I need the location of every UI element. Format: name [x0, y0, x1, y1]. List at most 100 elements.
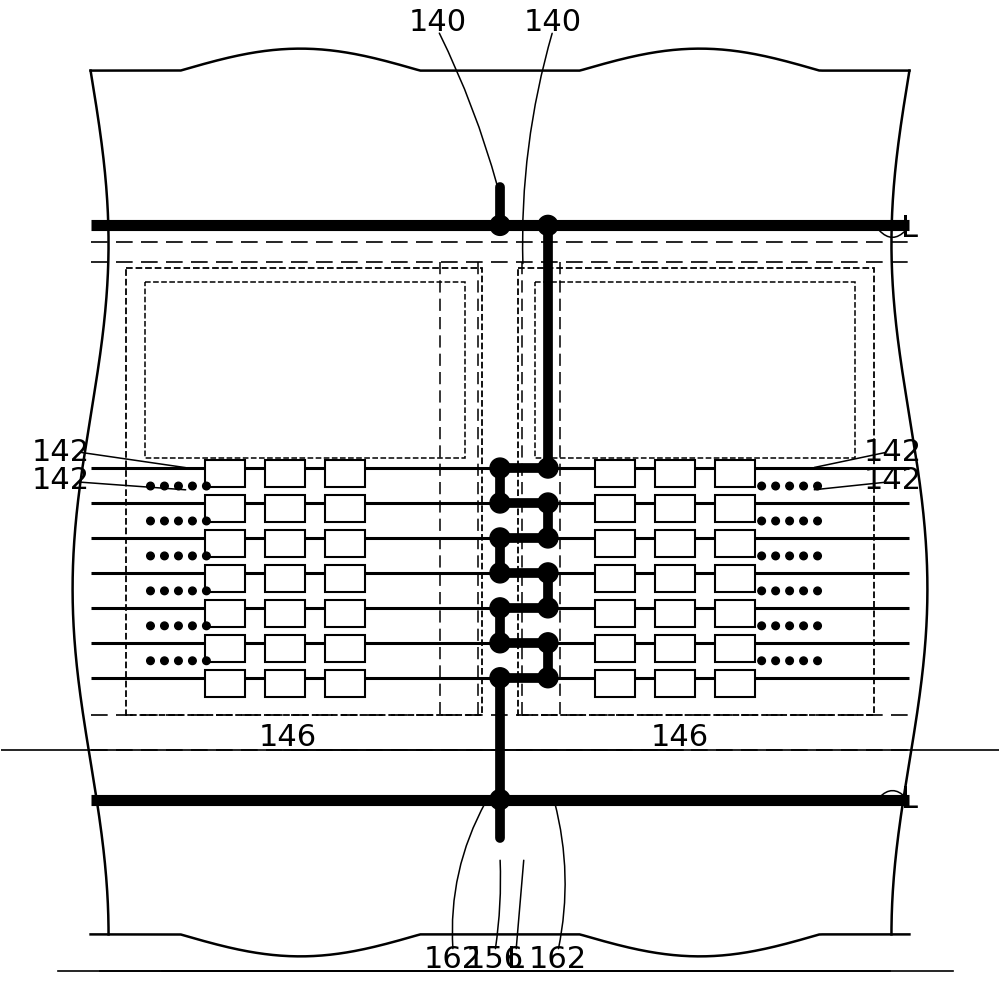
Bar	[265, 530, 305, 557]
Circle shape	[814, 517, 821, 525]
Circle shape	[538, 215, 558, 235]
Circle shape	[161, 517, 168, 525]
Bar	[595, 670, 635, 697]
Text: 142: 142	[863, 466, 922, 495]
Circle shape	[786, 552, 793, 560]
Bar	[265, 635, 305, 662]
Circle shape	[161, 622, 168, 630]
Circle shape	[758, 517, 765, 525]
Circle shape	[772, 587, 779, 595]
Circle shape	[490, 668, 510, 688]
Text: L: L	[901, 785, 918, 814]
Bar	[205, 530, 245, 557]
Circle shape	[161, 587, 168, 595]
Circle shape	[772, 552, 779, 560]
Circle shape	[490, 598, 510, 618]
Bar	[265, 565, 305, 592]
Bar	[265, 495, 305, 522]
Bar	[715, 495, 755, 522]
Circle shape	[175, 552, 182, 560]
Bar	[325, 600, 365, 627]
Text: 142: 142	[863, 438, 922, 467]
Bar	[655, 670, 695, 697]
Circle shape	[758, 552, 765, 560]
Circle shape	[538, 528, 558, 548]
Text: 162: 162	[424, 945, 482, 974]
Circle shape	[161, 552, 168, 560]
Circle shape	[538, 563, 558, 583]
Circle shape	[758, 657, 765, 665]
Text: 140: 140	[409, 8, 467, 37]
Circle shape	[758, 482, 765, 490]
Bar	[205, 635, 245, 662]
Bar	[325, 495, 365, 522]
Circle shape	[175, 482, 182, 490]
Bar	[655, 635, 695, 662]
Circle shape	[175, 657, 182, 665]
Bar	[655, 495, 695, 522]
Circle shape	[490, 790, 510, 810]
Bar	[655, 460, 695, 487]
Circle shape	[189, 552, 196, 560]
Circle shape	[786, 657, 793, 665]
Circle shape	[538, 668, 558, 688]
Circle shape	[189, 622, 196, 630]
Circle shape	[490, 493, 510, 513]
Circle shape	[814, 482, 821, 490]
Circle shape	[203, 552, 210, 560]
Circle shape	[161, 482, 168, 490]
Bar	[205, 670, 245, 697]
Bar	[325, 460, 365, 487]
Text: 156: 156	[466, 945, 524, 974]
Circle shape	[772, 657, 779, 665]
Bar	[715, 635, 755, 662]
Text: 140: 140	[524, 8, 582, 37]
Text: 146: 146	[258, 723, 316, 752]
Circle shape	[189, 657, 196, 665]
Circle shape	[538, 458, 558, 478]
Circle shape	[490, 528, 510, 548]
Bar	[205, 495, 245, 522]
Bar	[595, 565, 635, 592]
Text: 142: 142	[32, 466, 90, 495]
Bar	[715, 565, 755, 592]
Bar	[715, 600, 755, 627]
Bar	[265, 670, 305, 697]
Circle shape	[189, 482, 196, 490]
Circle shape	[814, 552, 821, 560]
Circle shape	[800, 622, 807, 630]
Circle shape	[490, 215, 510, 235]
Circle shape	[800, 552, 807, 560]
Circle shape	[538, 598, 558, 618]
Circle shape	[800, 517, 807, 525]
Circle shape	[758, 587, 765, 595]
Text: L: L	[507, 945, 524, 974]
Bar	[595, 635, 635, 662]
Circle shape	[814, 657, 821, 665]
Circle shape	[189, 517, 196, 525]
Bar	[595, 460, 635, 487]
Bar	[205, 600, 245, 627]
Bar	[205, 460, 245, 487]
Bar	[715, 670, 755, 697]
Bar	[265, 460, 305, 487]
Circle shape	[490, 563, 510, 583]
Circle shape	[203, 482, 210, 490]
Circle shape	[490, 633, 510, 653]
Circle shape	[161, 657, 168, 665]
Bar	[655, 565, 695, 592]
Circle shape	[786, 587, 793, 595]
Circle shape	[800, 482, 807, 490]
Text: L: L	[901, 214, 918, 243]
Text: 142: 142	[32, 438, 90, 467]
Circle shape	[800, 657, 807, 665]
Circle shape	[772, 517, 779, 525]
Circle shape	[814, 622, 821, 630]
Text: 162: 162	[529, 945, 587, 974]
Circle shape	[786, 517, 793, 525]
Bar	[325, 670, 365, 697]
Bar	[518, 268, 874, 715]
Bar	[126, 268, 482, 715]
Circle shape	[490, 458, 510, 478]
Circle shape	[772, 482, 779, 490]
